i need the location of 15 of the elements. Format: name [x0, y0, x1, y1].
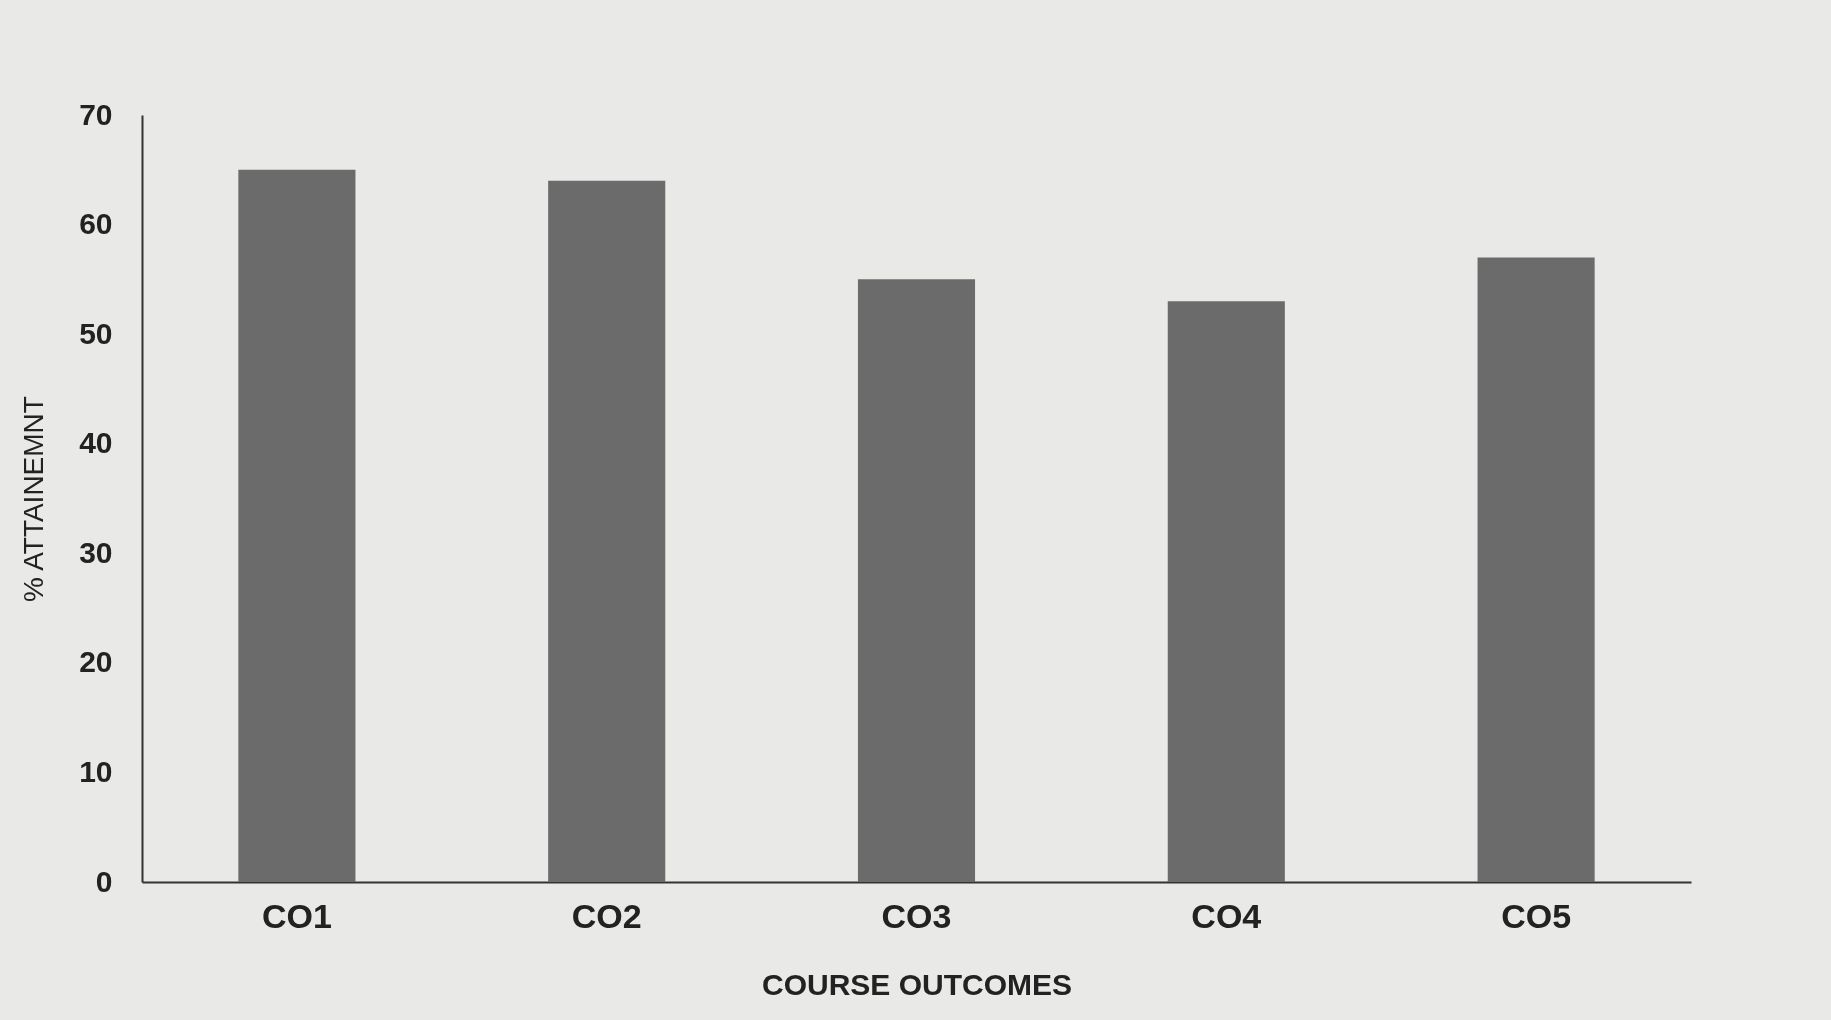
x-tick-label: CO2 [571, 896, 642, 935]
x-tick-label: CO4 [1191, 896, 1262, 935]
x-axis-title: COURSE OUTCOMES [761, 967, 1073, 1001]
y-tick-label: 0 [95, 864, 113, 898]
y-tick-label: 20 [79, 645, 113, 679]
y-tick-label: 30 [79, 535, 113, 569]
y-axis-title: % ATTAINEMNT [18, 396, 50, 602]
y-tick-label: 60 [79, 207, 113, 241]
y-tick-label: 50 [79, 316, 113, 350]
x-tick-label: CO1 [261, 896, 332, 935]
y-tick-label: 40 [79, 426, 113, 460]
y-tick-label: 70 [79, 97, 113, 131]
x-tick-label: CO3 [881, 896, 952, 935]
y-tick-label: 10 [79, 754, 113, 788]
x-tick-label: CO5 [1501, 896, 1572, 935]
